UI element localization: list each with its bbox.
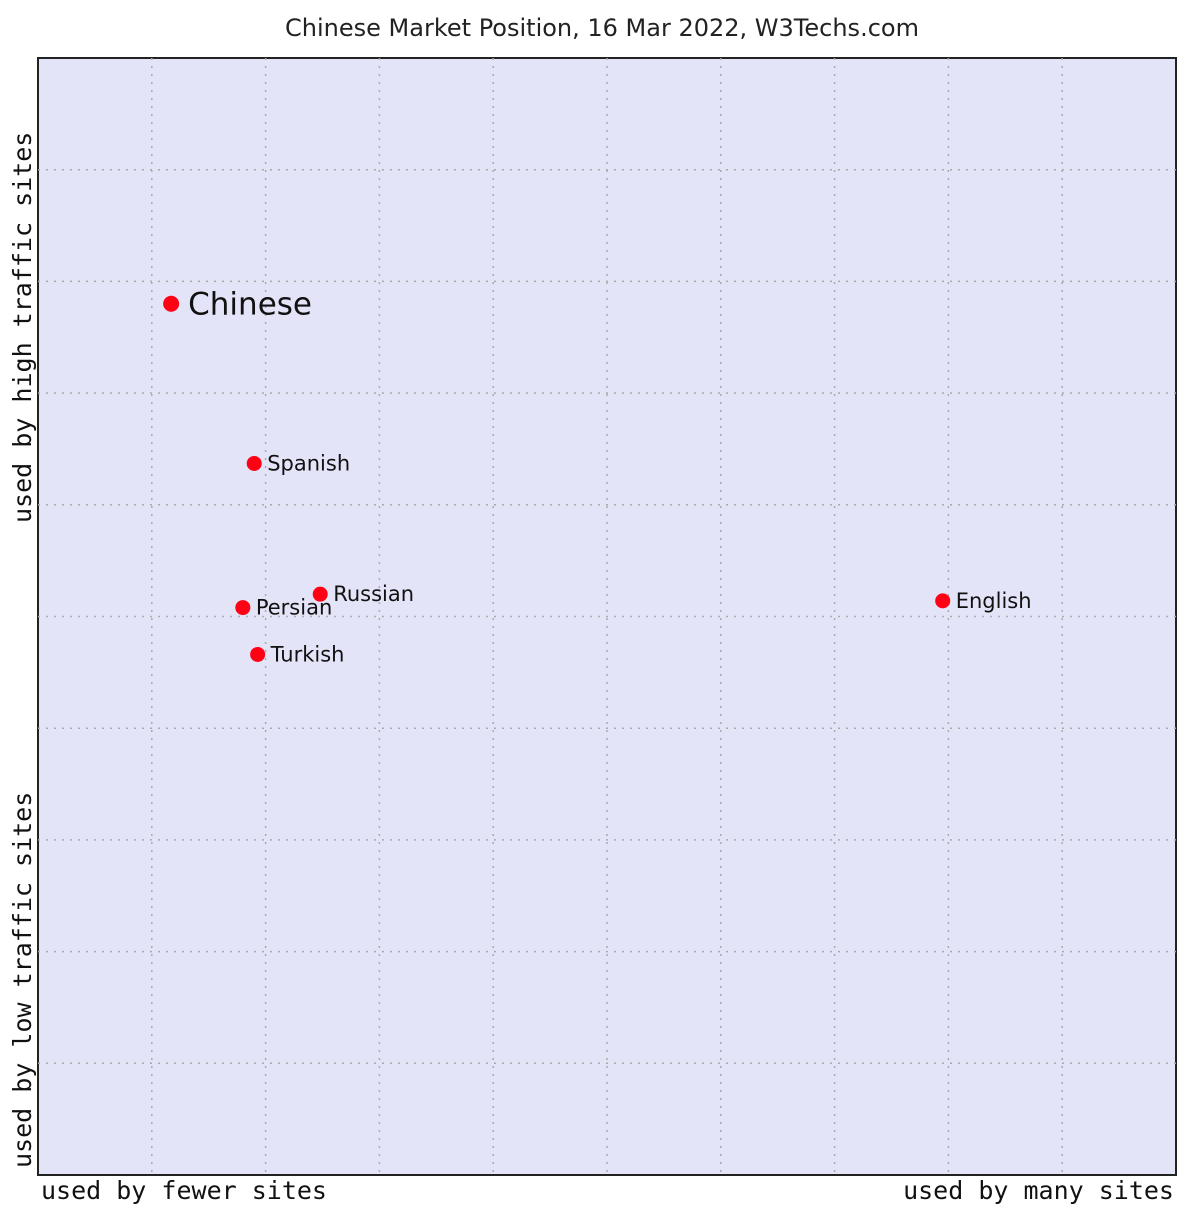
grid-lines	[38, 58, 1176, 1175]
point-label-chinese: Chinese	[188, 287, 312, 323]
x-axis-low-label: used by fewer sites	[41, 1176, 327, 1205]
point-marker-chinese	[163, 295, 180, 312]
y-axis-low-label: used by low traffic sites	[8, 791, 37, 1168]
chart-title: Chinese Market Position, 16 Mar 2022, W3…	[285, 14, 919, 42]
point-marker-spanish	[246, 455, 262, 471]
x-axis-high-label: used by many sites	[903, 1176, 1174, 1205]
point-marker-english	[935, 593, 951, 609]
point-marker-persian	[235, 600, 251, 616]
y-axis-high-label: used by high traffic sites	[8, 131, 37, 523]
point-label-persian: Persian	[256, 596, 332, 620]
point-label-russian: Russian	[333, 582, 414, 606]
point-label-english: English	[956, 589, 1032, 613]
point-label-turkish: Turkish	[270, 642, 345, 666]
point-marker-turkish	[250, 646, 266, 662]
point-label-spanish: Spanish	[267, 451, 350, 475]
point-marker-russian	[312, 586, 328, 602]
